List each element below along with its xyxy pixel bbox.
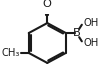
Text: OH: OH [83,38,98,48]
Text: CH₃: CH₃ [1,48,19,58]
Text: B: B [73,28,80,38]
Text: O: O [43,0,52,9]
Text: OH: OH [83,18,98,28]
